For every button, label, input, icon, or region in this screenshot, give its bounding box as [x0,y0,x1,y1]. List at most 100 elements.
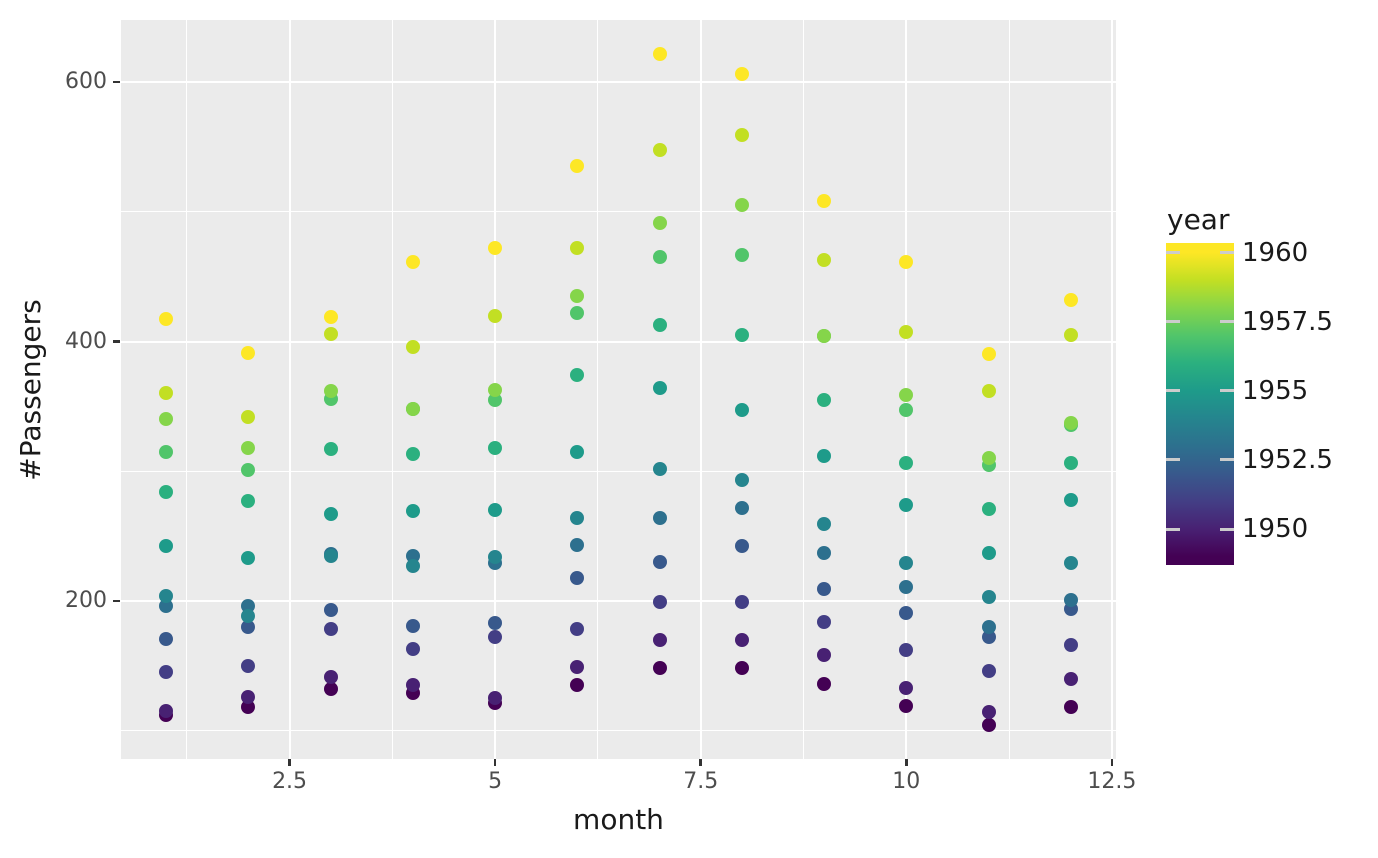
data-point [1063,328,1078,343]
data-point [159,539,174,554]
x-tick-mark [288,759,291,766]
data-point [570,444,585,459]
y-tick-label: 600 [65,69,107,95]
legend-tick-mark [1220,251,1234,255]
data-point [734,500,749,515]
data-point [323,682,338,697]
data-point [488,549,503,564]
data-point [241,619,256,634]
data-point [981,347,996,362]
data-point [734,403,749,418]
data-point [652,461,667,476]
data-point [817,582,832,597]
data-point [323,383,338,398]
data-point [652,46,667,61]
legend-tick-mark [1166,527,1180,531]
data-point [652,381,667,396]
data-point [488,308,503,323]
gridline-minor-horizontal [121,730,1116,732]
gridline-minor-horizontal [121,211,1116,213]
data-point [652,142,667,157]
data-point [1063,637,1078,652]
data-point [981,619,996,634]
data-point [323,326,338,341]
data-point [405,255,420,270]
gridline-minor-vertical [186,20,188,759]
data-point [570,660,585,675]
data-point [652,554,667,569]
data-point [488,630,503,645]
data-point [159,665,174,680]
data-point [405,641,420,656]
y-tick-label: 400 [65,328,107,354]
x-tick-label: 2.5 [272,769,308,794]
data-point [241,409,256,424]
data-point [1063,492,1078,507]
data-point [159,412,174,427]
gridline-major-vertical [288,20,291,759]
legend-title: year [1167,203,1230,236]
legend-tick-mark [1166,320,1180,324]
data-point [405,678,420,693]
data-point [159,704,174,719]
gridline-minor-vertical [597,20,599,759]
x-tick-label: 5 [488,769,503,794]
legend-tick-mark [1166,458,1180,462]
data-point [899,698,914,713]
data-point [405,504,420,519]
data-point [652,216,667,231]
data-point [241,700,256,715]
data-point [241,346,256,361]
data-point [1063,416,1078,431]
data-point [899,579,914,594]
data-point [405,339,420,354]
data-point [817,517,832,532]
data-point [899,387,914,402]
data-point [734,247,749,262]
data-point [817,392,832,407]
plot-panel [121,20,1116,759]
y-tick-mark [113,340,120,343]
data-point [570,538,585,553]
x-tick-mark [493,759,497,766]
data-point [405,447,420,462]
data-point [981,630,996,645]
legend-tick-label: 1952.5 [1242,444,1333,475]
data-point [159,386,174,401]
gridline-minor-horizontal [121,470,1116,472]
data-point [241,658,256,673]
data-point [570,241,585,256]
data-point [1063,293,1078,307]
legend-tick-label: 1960 [1242,237,1309,268]
data-point [981,501,996,516]
data-point [1063,592,1078,607]
data-point [323,309,338,324]
legend-tick-mark [1220,389,1234,393]
data-point [159,484,174,499]
data-point [1063,456,1078,471]
data-point [981,590,996,604]
data-point [323,507,338,521]
data-point [817,448,832,463]
data-point [734,198,749,213]
data-point [323,548,338,563]
y-tick-mark [113,599,120,603]
data-point [899,680,914,695]
data-point [817,329,832,344]
data-point [241,551,256,566]
data-point [488,440,503,455]
data-point [323,602,338,617]
data-point [570,510,585,525]
x-tick-mark [699,759,702,766]
data-point [817,676,832,691]
legend-tick-mark [1220,527,1234,531]
data-point [241,440,256,455]
data-point [899,643,914,658]
data-point [159,631,174,646]
data-point [734,595,749,610]
data-point [323,670,338,685]
data-point [241,689,256,704]
legend-tick-mark [1166,389,1180,393]
data-point [159,312,174,327]
data-point [652,250,667,265]
